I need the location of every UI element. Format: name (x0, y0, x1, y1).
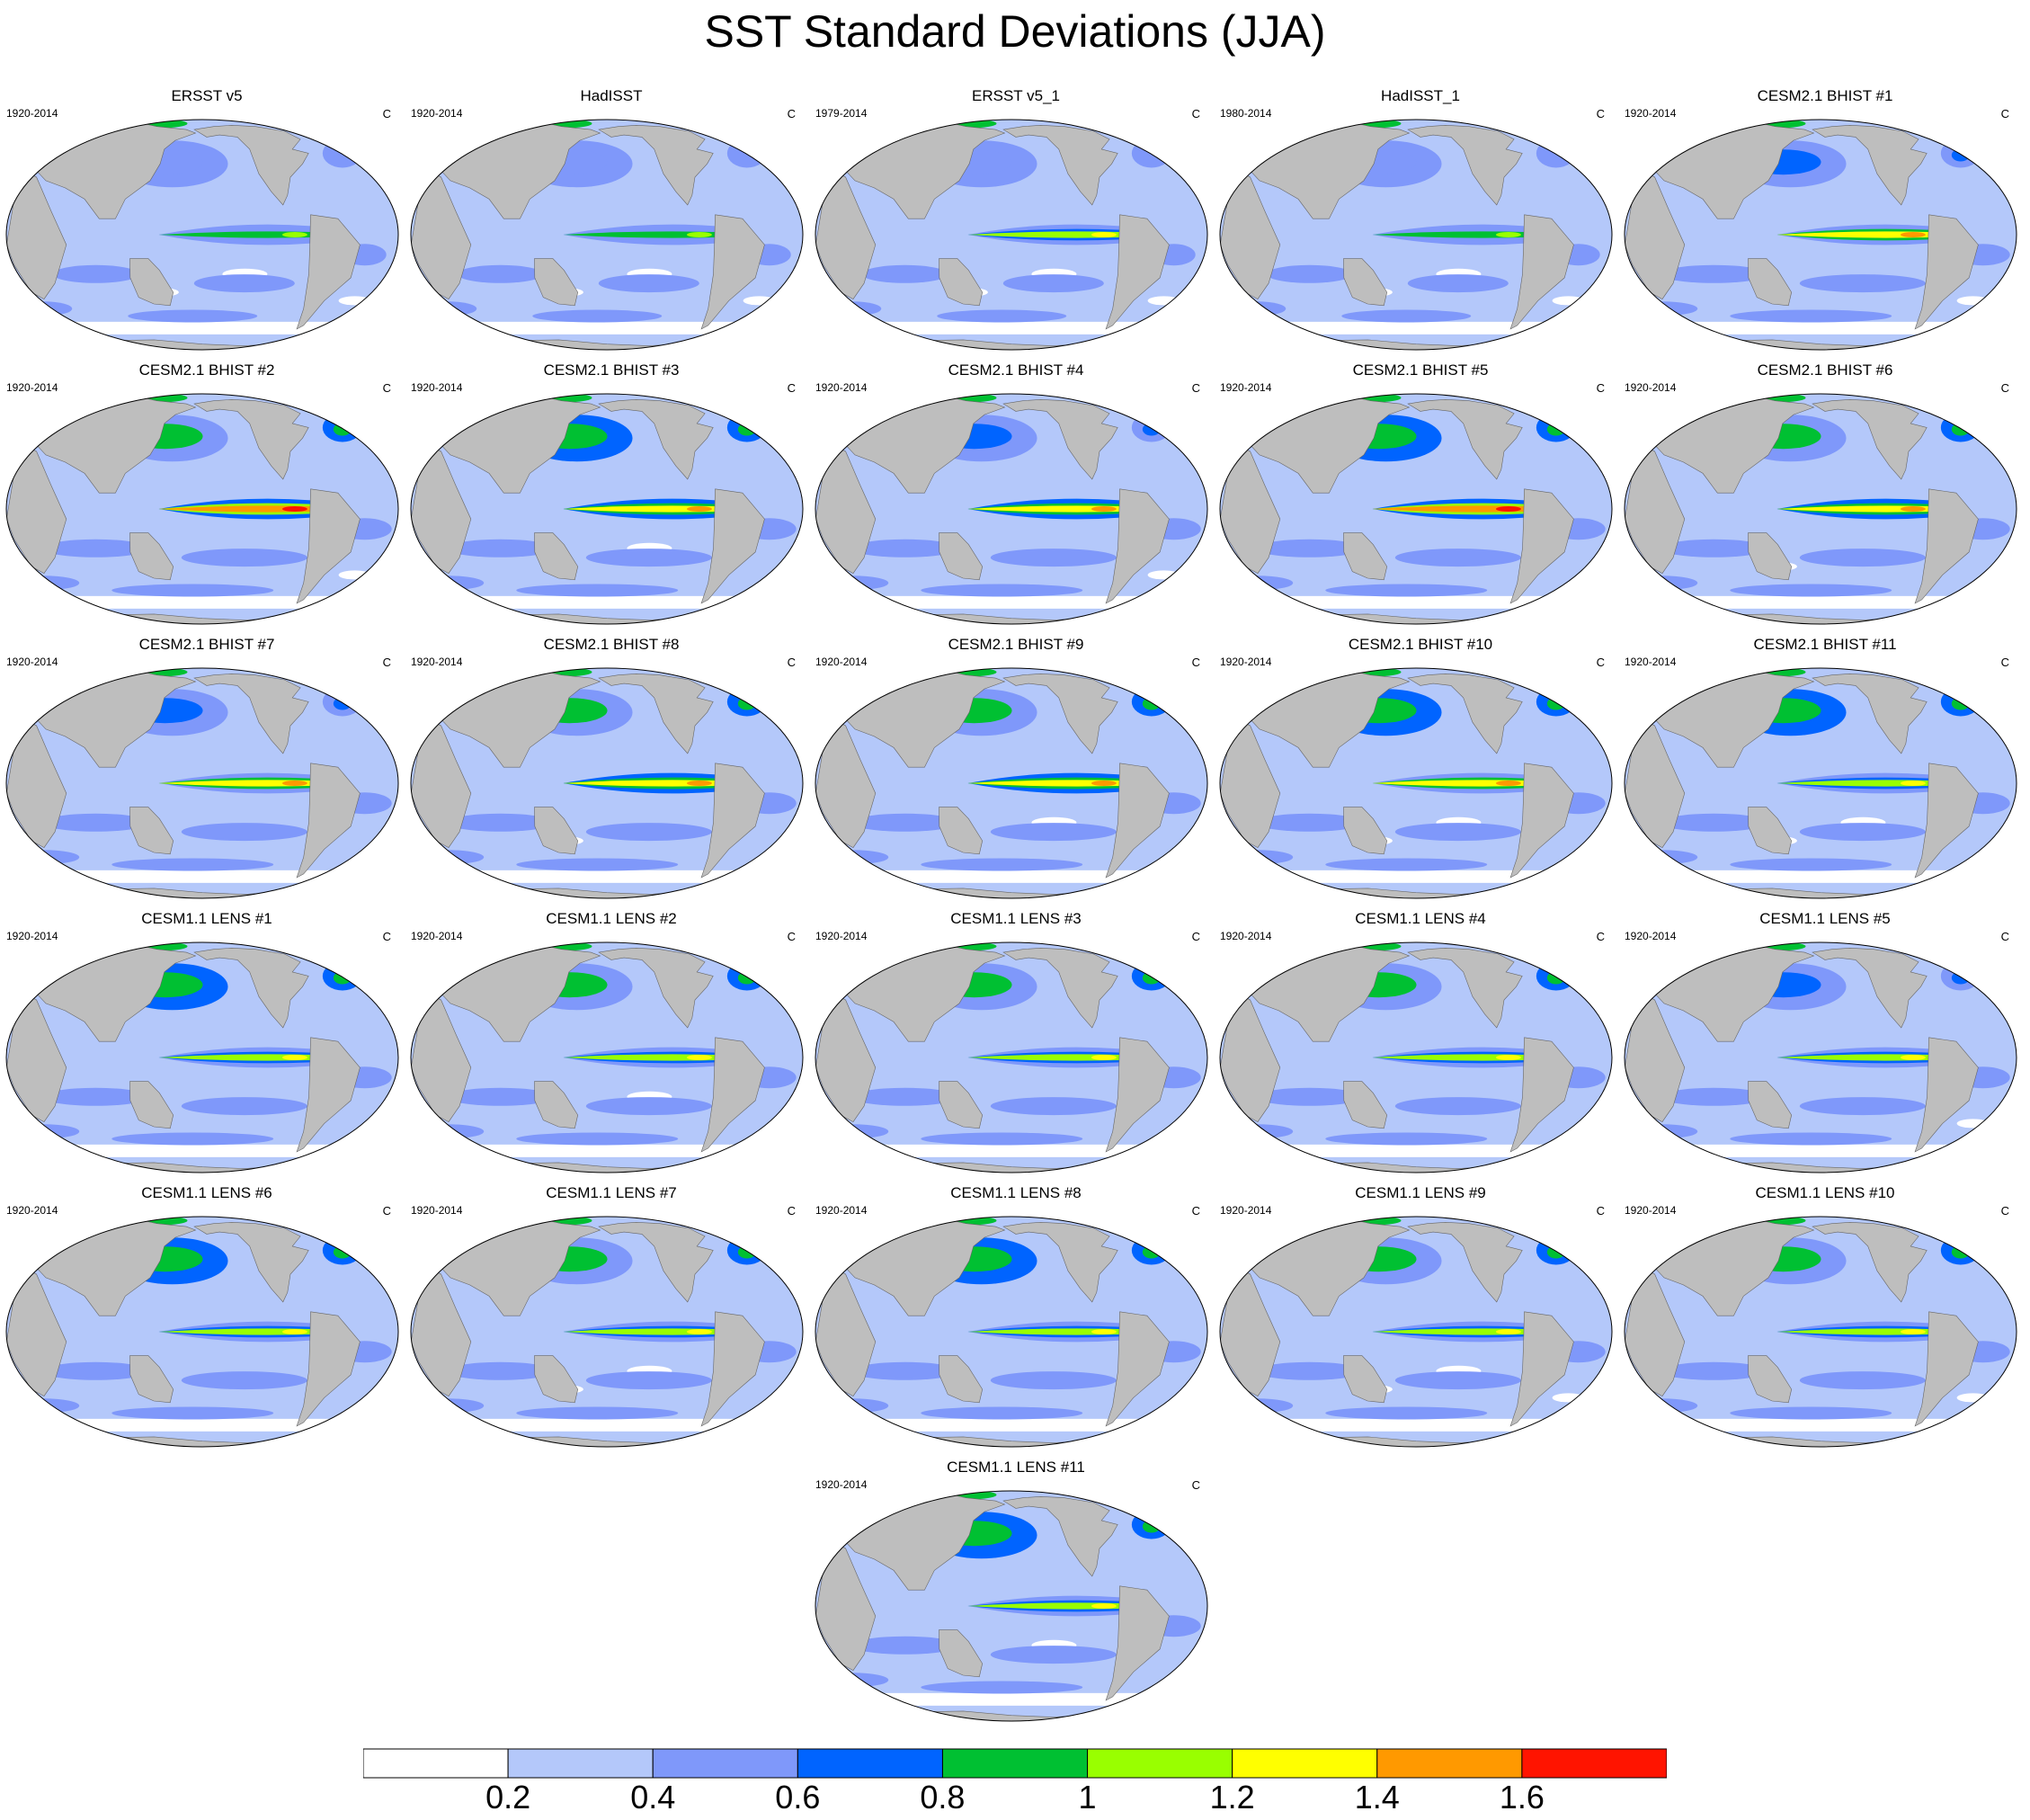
world-map (814, 941, 1209, 1174)
panel-title: CESM1.1 LENS #10 (1623, 1184, 2027, 1202)
colorbar-segment (1233, 1749, 1377, 1778)
map-panel: CESM2.1 BHIST #6 1920-2014 C (1623, 361, 2027, 631)
world-map (1218, 666, 1614, 900)
panel-title: CESM2.1 BHIST #10 (1218, 636, 1623, 654)
panel-title: CESM1.1 LENS #6 (4, 1184, 409, 1202)
world-map (409, 941, 805, 1174)
world-map (814, 392, 1209, 626)
panel-title: CESM2.1 BHIST #3 (409, 361, 814, 379)
world-map (814, 1215, 1209, 1449)
world-map (4, 1215, 400, 1449)
colorbar-tick-label: 0.8 (906, 1779, 978, 1816)
map-panel: CESM2.1 BHIST #11 1920-2014 C (1623, 636, 2027, 906)
panel-title: CESM2.1 BHIST #1 (1623, 87, 2027, 105)
colorbar-tick-label: 1.2 (1197, 1779, 1269, 1816)
map-panel: CESM1.1 LENS #4 1920-2014 C (1218, 910, 1623, 1180)
panel-title: CESM2.1 BHIST #2 (4, 361, 409, 379)
world-map (409, 666, 805, 900)
map-panel: CESM1.1 LENS #3 1920-2014 C (814, 910, 1218, 1180)
panel-title: CESM1.1 LENS #4 (1218, 910, 1623, 928)
world-map (814, 1489, 1209, 1723)
world-map (1623, 392, 2018, 626)
map-panel: CESM2.1 BHIST #9 1920-2014 C (814, 636, 1218, 906)
map-panel: CESM2.1 BHIST #8 1920-2014 C (409, 636, 814, 906)
world-map (1623, 941, 2018, 1174)
map-panel: CESM1.1 LENS #1 1920-2014 C (4, 910, 409, 1180)
map-panel: CESM2.1 BHIST #4 1920-2014 C (814, 361, 1218, 631)
world-map (409, 392, 805, 626)
panel-title: CESM2.1 BHIST #8 (409, 636, 814, 654)
map-panel: CESM1.1 LENS #5 1920-2014 C (1623, 910, 2027, 1180)
panel-title: CESM1.1 LENS #1 (4, 910, 409, 928)
world-map (409, 118, 805, 352)
panel-title: CESM2.1 BHIST #5 (1218, 361, 1623, 379)
world-map (1218, 392, 1614, 626)
map-panel: CESM1.1 LENS #6 1920-2014 C (4, 1184, 409, 1454)
map-panel: CESM1.1 LENS #2 1920-2014 C (409, 910, 814, 1180)
panel-title: CESM1.1 LENS #8 (814, 1184, 1218, 1202)
world-map (1623, 1215, 2018, 1449)
panel-title: CESM1.1 LENS #3 (814, 910, 1218, 928)
map-panel: CESM1.1 LENS #10 1920-2014 C (1623, 1184, 2027, 1454)
world-map (409, 1215, 805, 1449)
world-map (1218, 118, 1614, 352)
panel-title: CESM1.1 LENS #7 (409, 1184, 814, 1202)
page-title: SST Standard Deviations (JJA) (0, 5, 2030, 58)
colorbar-tick-label: 0.6 (761, 1779, 833, 1816)
colorbar-segment (363, 1749, 508, 1778)
map-panel: CESM1.1 LENS #7 1920-2014 C (409, 1184, 814, 1454)
panel-title: CESM2.1 BHIST #9 (814, 636, 1218, 654)
map-panel: ERSST v5_1 1979-2014 C (814, 87, 1218, 357)
colorbar-tick-label: 0.4 (617, 1779, 689, 1816)
map-panel: CESM2.1 BHIST #2 1920-2014 C (4, 361, 409, 631)
panel-title: ERSST v5_1 (814, 87, 1218, 105)
colorbar-segment (1088, 1749, 1233, 1778)
map-panel: CESM2.1 BHIST #7 1920-2014 C (4, 636, 409, 906)
colorbar (363, 1748, 1667, 1779)
world-map (4, 392, 400, 626)
world-map (1623, 666, 2018, 900)
colorbar-tick-label: 1.6 (1486, 1779, 1558, 1816)
colorbar-tick-label: 0.2 (472, 1779, 544, 1816)
colorbar-segment (797, 1749, 942, 1778)
map-panel: HadISST_1 1980-2014 C (1218, 87, 1623, 357)
colorbar-segment (942, 1749, 1087, 1778)
world-map (4, 666, 400, 900)
map-panel: CESM2.1 BHIST #5 1920-2014 C (1218, 361, 1623, 631)
world-map (1623, 118, 2018, 352)
colorbar-segment (653, 1749, 797, 1778)
world-map (1218, 1215, 1614, 1449)
panel-title: CESM2.1 BHIST #11 (1623, 636, 2027, 654)
panel-title: CESM1.1 LENS #2 (409, 910, 814, 928)
world-map (814, 118, 1209, 352)
panel-title: HadISST (409, 87, 814, 105)
world-map (4, 118, 400, 352)
map-panel: HadISST 1920-2014 C (409, 87, 814, 357)
panel-title: CESM1.1 LENS #11 (814, 1459, 1218, 1477)
colorbar-tick-label: 1 (1052, 1779, 1124, 1816)
map-panel: CESM1.1 LENS #9 1920-2014 C (1218, 1184, 1623, 1454)
colorbar-segment (1522, 1749, 1667, 1778)
map-panel: CESM2.1 BHIST #10 1920-2014 C (1218, 636, 1623, 906)
colorbar-segment (1377, 1749, 1522, 1778)
panel-title: CESM2.1 BHIST #7 (4, 636, 409, 654)
panel-title: ERSST v5 (4, 87, 409, 105)
colorbar-segment (508, 1749, 653, 1778)
colorbar-tick-label: 1.4 (1341, 1779, 1413, 1816)
map-panel: CESM2.1 BHIST #3 1920-2014 C (409, 361, 814, 631)
panel-title: CESM1.1 LENS #9 (1218, 1184, 1623, 1202)
map-panel: CESM2.1 BHIST #1 1920-2014 C (1623, 87, 2027, 357)
world-map (4, 941, 400, 1174)
panel-title: HadISST_1 (1218, 87, 1623, 105)
panel-title: CESM2.1 BHIST #6 (1623, 361, 2027, 379)
world-map (1218, 941, 1614, 1174)
map-panel: CESM1.1 LENS #11 1920-2014 C (814, 1459, 1218, 1728)
world-map (814, 666, 1209, 900)
panel-title: CESM1.1 LENS #5 (1623, 910, 2027, 928)
map-panel: ERSST v5 1920-2014 C (4, 87, 409, 357)
map-panel: CESM1.1 LENS #8 1920-2014 C (814, 1184, 1218, 1454)
panel-title: CESM2.1 BHIST #4 (814, 361, 1218, 379)
